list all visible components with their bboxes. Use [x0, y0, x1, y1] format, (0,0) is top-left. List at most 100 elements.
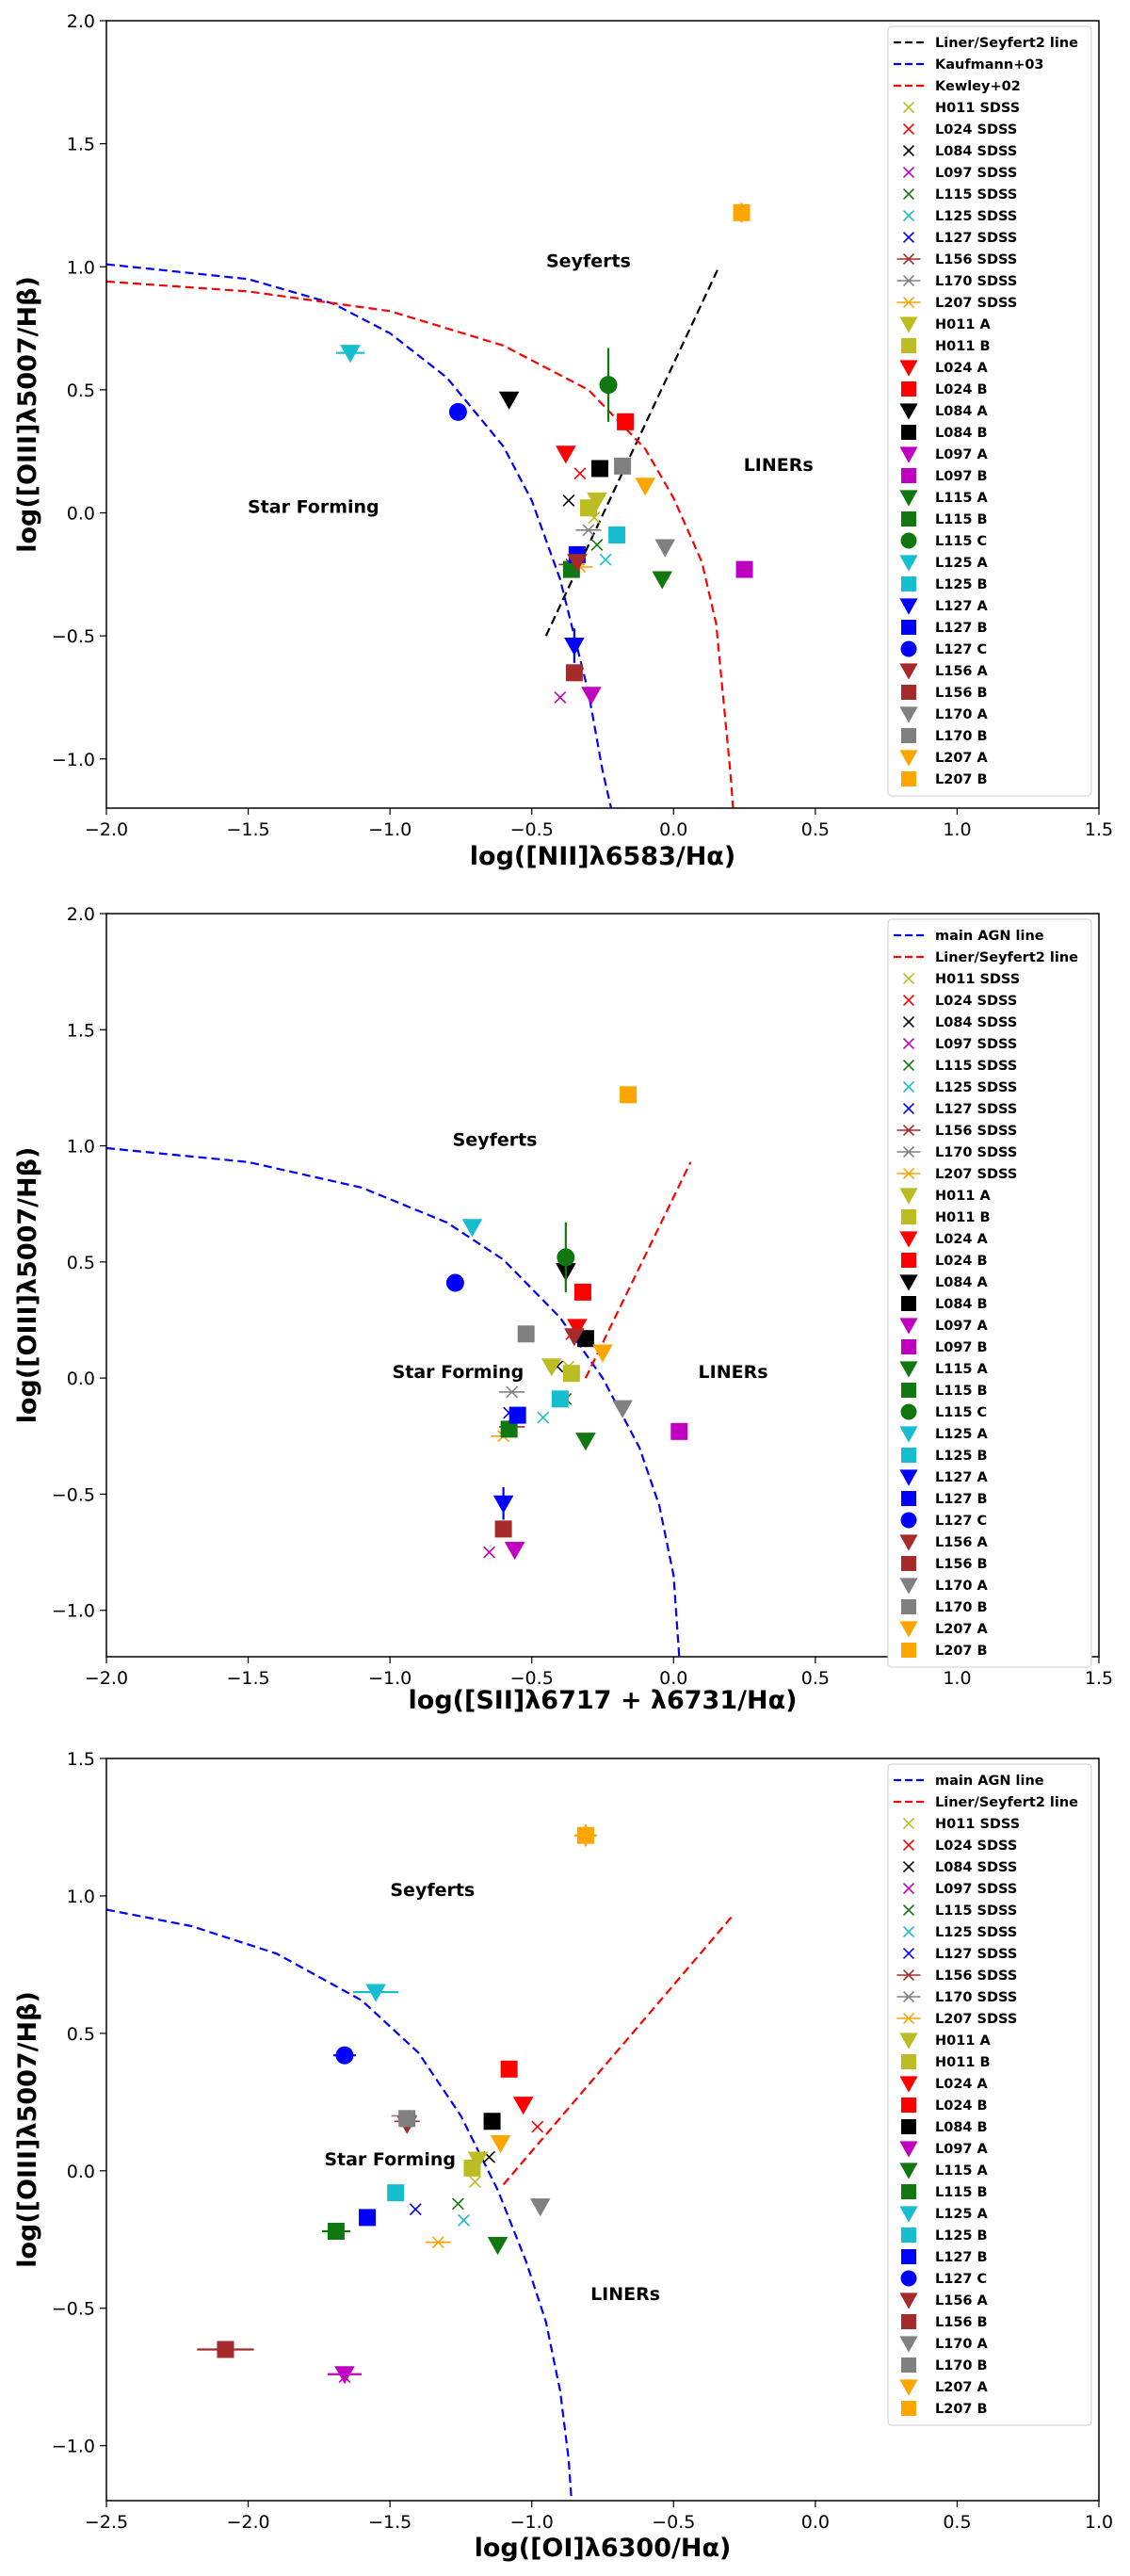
legend-label-liner-seyfert2-line: Liner/Seyfert2 line: [935, 950, 1078, 965]
legend-label-l170-a: L170 A: [935, 1579, 989, 1594]
point-l170-a: [529, 2198, 551, 2217]
legend-swatch-l156-b: [901, 1556, 916, 1571]
legend-label-h011-sdss: H011 SDSS: [935, 101, 1020, 116]
point-l127-c: [448, 402, 467, 421]
point-l115-sdss: [451, 2197, 464, 2211]
point-l097-a: [334, 2366, 355, 2385]
legend-label-l024-a: L024 A: [935, 361, 989, 376]
legend-label-l156-sdss: L156 SDSS: [935, 1968, 1017, 1984]
legend-swatch-h011-a: [899, 316, 918, 333]
x-tick-label: 0.0: [801, 2512, 830, 2533]
legend-label-l207-sdss: L207 SDSS: [935, 2012, 1017, 2027]
legend-swatch-l127-c: [900, 640, 917, 657]
legend-label-l127-b: L127 B: [935, 621, 988, 636]
legend-label-l024-b: L024 B: [935, 382, 988, 397]
legend-swatch-l207-sdss: [896, 296, 921, 309]
point-l084-b: [576, 1330, 594, 1348]
x-tick-label: 1.5: [1085, 1668, 1113, 1689]
legend-label-l115-a: L115 A: [935, 491, 989, 506]
legend-swatch-l115-a: [899, 2163, 918, 2179]
legend-label-l207-a: L207 A: [935, 1622, 989, 1637]
legend-swatch-l207-a: [899, 1621, 918, 1638]
x-tick-label: −1.5: [368, 2512, 412, 2533]
y-tick-label: −0.5: [52, 2299, 95, 2320]
point-l207-a: [635, 478, 655, 496]
legend-label-l170-sdss: L170 SDSS: [935, 1990, 1017, 2005]
legend-swatch-l170-b: [901, 728, 916, 743]
oi-bpt-panel: Seyferts Star Forming LINERs −2.5 −2.0 −1.5 −1…: [13, 1752, 1113, 2563]
legend-label-l125-sdss: L125 SDSS: [935, 1925, 1017, 1940]
legend-label-h011-a: H011 A: [935, 1189, 991, 1204]
legend-label-l156-b: L156 B: [935, 686, 988, 701]
region-label-seyferts: Seyferts: [546, 251, 631, 271]
y-tick-label: −1.0: [52, 2437, 95, 2457]
legend-label-l127-c: L127 C: [935, 2272, 987, 2287]
point-l125-sdss: [599, 553, 612, 566]
legend-label-l207-b: L207 B: [935, 2402, 988, 2417]
legend-label-l024-sdss: L024 SDSS: [935, 122, 1017, 138]
x-tick-label: 1.0: [943, 819, 971, 840]
legend-label-h011-sdss: H011 SDSS: [935, 1817, 1020, 1832]
point-l156-a: [564, 1328, 585, 1347]
point-l084-sdss: [562, 494, 575, 507]
legend-label-l024-a: L024 A: [935, 2077, 989, 2092]
point-l115-b: [327, 2222, 345, 2240]
legend-label-l127-b: L127 B: [935, 2250, 988, 2265]
legend-label-l207-sdss: L207 SDSS: [935, 296, 1017, 311]
point-l156-b: [217, 2341, 234, 2358]
point-l097-sdss: [483, 1546, 495, 1559]
legend-label-l125-sdss: L125 SDSS: [935, 209, 1017, 224]
legend-swatch-l115-b: [901, 1383, 916, 1398]
x-tick-label: 0.5: [801, 1668, 830, 1689]
legend-label-l097-a: L097 A: [935, 1319, 989, 1334]
legend-swatch-l170-a: [899, 706, 918, 723]
legend-label-l125-b: L125 B: [935, 1449, 988, 1464]
point-l170-a: [654, 539, 676, 558]
y-tick-label: 2.0: [67, 11, 95, 32]
legend-swatch-l156-a: [899, 2292, 918, 2309]
legend-swatch-h011-b: [901, 1209, 916, 1224]
point-h011-a: [541, 1358, 562, 1377]
y-tick-label: −0.5: [52, 626, 95, 647]
point-l170-b: [517, 1325, 535, 1343]
legend-label-l115-b: L115 B: [935, 512, 988, 527]
legend-label-l097-a: L097 A: [935, 447, 989, 462]
legend-swatch-l170-b: [901, 2357, 916, 2373]
point-l125-b: [387, 2184, 405, 2202]
legend-box: [887, 918, 1092, 1668]
legend-label-l097-b: L097 B: [935, 1340, 988, 1355]
legend-label-l127-sdss: L127 SDSS: [935, 1947, 1017, 1962]
legend-swatch-l127-b: [901, 620, 916, 635]
y-axis-title: log([OIII]λ5007/Hβ): [13, 276, 42, 553]
x-tick-label: 0.0: [659, 1668, 687, 1689]
point-l127-sdss: [409, 2203, 422, 2216]
legend-swatch-l115-a: [899, 1361, 918, 1378]
legend-swatch-l097-b: [901, 1339, 916, 1354]
point-l207-a: [490, 2135, 511, 2154]
point-l097-b: [670, 1422, 688, 1440]
legend-swatch-h011-a: [899, 1188, 918, 1205]
region-label-liners: LINERs: [744, 455, 814, 476]
legend-label-l207-a: L207 A: [935, 751, 989, 766]
legend-swatch-l207-b: [901, 2401, 916, 2416]
point-l125-a: [365, 1984, 386, 2002]
point-l115-c: [557, 1248, 575, 1267]
legend-swatch-l084-sdss: [902, 1860, 915, 1873]
legend-label-l084-a: L084 A: [935, 1275, 989, 1290]
x-tick-label: −0.5: [652, 2512, 695, 2533]
legend-label-l084-a: L084 A: [935, 404, 989, 419]
point-l024-b: [573, 1283, 591, 1301]
point-l115-c: [599, 376, 618, 395]
legend-swatch-l024-a: [899, 360, 918, 377]
region-label-star-forming: Star Forming: [393, 1362, 525, 1383]
legend-swatch-h011-sdss: [902, 1817, 915, 1830]
legend-swatch-l024-sdss: [902, 122, 915, 136]
point-h011-b: [562, 1365, 580, 1383]
point-l024-a: [512, 2097, 534, 2115]
point-l127-a: [564, 638, 585, 656]
legend-swatch-l127-b: [901, 1491, 916, 1506]
point-l127-b: [359, 2209, 377, 2227]
legend-label-l125-a: L125 A: [935, 2207, 989, 2222]
legend-label-l125-a: L125 A: [935, 556, 989, 571]
